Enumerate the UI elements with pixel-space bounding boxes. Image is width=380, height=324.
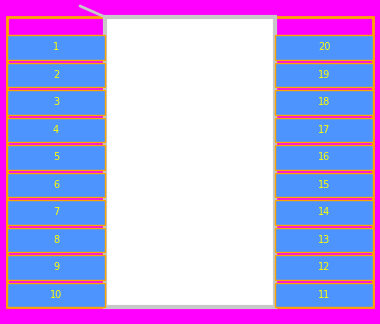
Text: 6: 6 xyxy=(53,180,59,190)
Bar xyxy=(275,200,373,225)
Text: 16: 16 xyxy=(318,152,330,162)
Text: 19: 19 xyxy=(318,70,330,80)
Bar xyxy=(275,172,373,197)
Text: 17: 17 xyxy=(318,125,330,135)
Bar xyxy=(7,200,105,225)
Bar xyxy=(275,227,373,252)
Text: 3: 3 xyxy=(53,97,59,107)
Text: 5: 5 xyxy=(53,152,59,162)
Text: 1: 1 xyxy=(53,42,59,52)
Text: 20: 20 xyxy=(318,42,330,52)
Bar xyxy=(7,283,105,307)
Text: 2: 2 xyxy=(53,70,59,80)
Bar xyxy=(7,255,105,280)
Text: 15: 15 xyxy=(318,180,330,190)
Bar xyxy=(275,35,373,60)
Bar xyxy=(275,90,373,114)
Bar xyxy=(275,283,373,307)
Text: 12: 12 xyxy=(318,262,330,272)
Bar xyxy=(7,35,105,60)
Text: 9: 9 xyxy=(53,262,59,272)
Bar xyxy=(275,255,373,280)
Bar xyxy=(7,90,105,114)
Bar xyxy=(275,145,373,169)
Text: 13: 13 xyxy=(318,235,330,245)
Text: 4: 4 xyxy=(53,125,59,135)
Bar xyxy=(7,17,373,307)
Text: 14: 14 xyxy=(318,207,330,217)
Bar xyxy=(7,118,105,142)
Text: 7: 7 xyxy=(53,207,59,217)
Bar xyxy=(7,172,105,197)
Bar xyxy=(275,63,373,87)
Text: 11: 11 xyxy=(318,290,330,300)
Text: 18: 18 xyxy=(318,97,330,107)
Bar xyxy=(105,17,275,307)
Bar xyxy=(7,227,105,252)
Text: 10: 10 xyxy=(50,290,62,300)
Bar xyxy=(7,145,105,169)
Text: 8: 8 xyxy=(53,235,59,245)
Bar xyxy=(275,118,373,142)
Bar xyxy=(7,63,105,87)
